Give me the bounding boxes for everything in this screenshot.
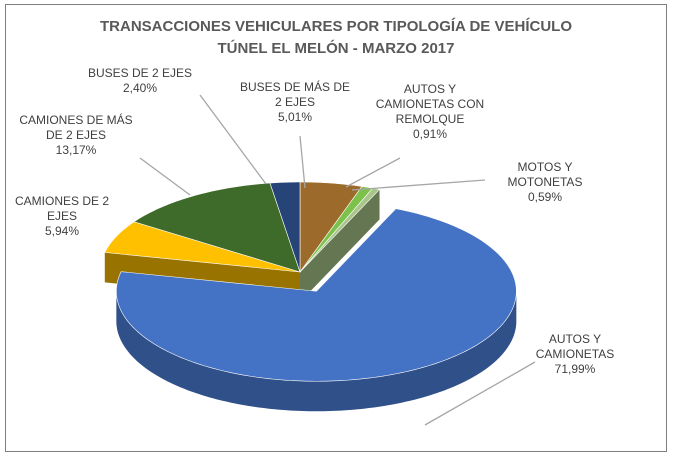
leader-line [139, 157, 191, 196]
slice-side [116, 291, 517, 412]
value-label: 71,99% [554, 362, 596, 376]
value-label: 2,40% [122, 81, 158, 95]
category-label: AUTOS Y CAMIONETAS CON REMOLQUE [375, 82, 485, 126]
leader-line [424, 361, 536, 426]
value-label: 13,17% [55, 143, 97, 157]
category-label: BUSES DE MÁS DE 2 EJES [239, 80, 351, 109]
pie-slice [116, 208, 517, 382]
data-label: AUTOS Y CAMIONETAS 71,99% [525, 332, 625, 377]
data-label: MOTOS Y MOTONETAS 0,59% [495, 160, 595, 205]
data-label: CAMIONES DE MÁS DE 2 EJES 13,17% [19, 113, 134, 158]
pie-slice [269, 181, 301, 273]
category-label: CAMIONES DE MÁS DE 2 EJES [19, 113, 133, 142]
category-label: CAMIONES DE 2 EJES [14, 194, 110, 223]
category-label: BUSES DE 2 EJES [87, 66, 193, 80]
pie-slice [133, 182, 301, 273]
category-label: AUTOS Y CAMIONETAS [535, 332, 615, 361]
value-label: 5,94% [44, 224, 80, 238]
pie-slice [299, 187, 381, 273]
leader-line [351, 179, 486, 191]
slice-face [300, 189, 380, 302]
value-label: 5,01% [277, 110, 313, 124]
category-label: MOTOS Y MOTONETAS [507, 160, 583, 189]
leader-line [345, 157, 401, 188]
data-label: AUTOS Y CAMIONETAS CON REMOLQUE 0,91% [375, 82, 485, 142]
chart-title: TRANSACCIONES VEHICULARES POR TIPOLOGÍA … [100, 18, 572, 35]
value-label: 0,59% [527, 190, 563, 204]
data-label: BUSES DE MÁS DE 2 EJES 5,01% [239, 80, 351, 125]
pie-slice [299, 181, 363, 273]
leader-line [199, 94, 267, 185]
data-label: BUSES DE 2 EJES 2,40% [75, 66, 205, 96]
chart-subtitle: TÚNEL EL MELÓN - MARZO 2017 [217, 40, 455, 57]
leader-line [299, 135, 306, 189]
data-label: CAMIONES DE 2 EJES 5,94% [7, 194, 117, 239]
chart-frame [5, 4, 667, 452]
value-label: 0,91% [412, 127, 448, 141]
pie-slice [104, 221, 301, 273]
